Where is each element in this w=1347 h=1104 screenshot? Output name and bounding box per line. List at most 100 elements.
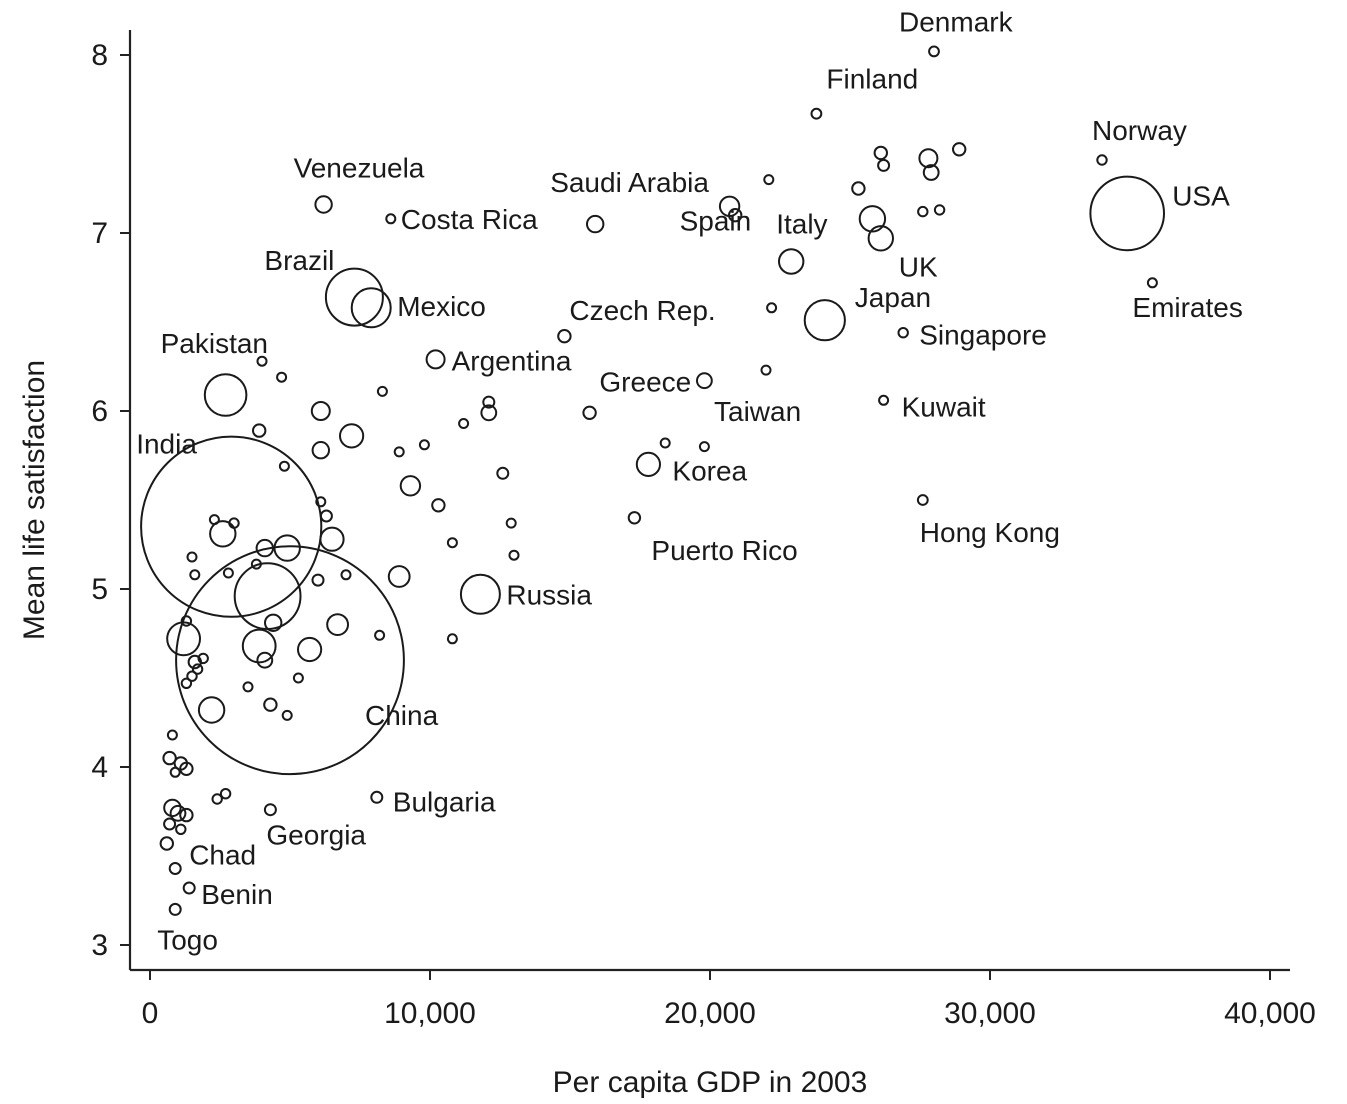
- data-point: [209, 520, 237, 548]
- data-point: [760, 364, 772, 376]
- country-label: Bulgaria: [393, 786, 496, 817]
- data-point: [163, 817, 177, 831]
- data-point: [252, 423, 267, 438]
- data-point: [810, 107, 823, 120]
- y-tick-label: 5: [91, 573, 108, 606]
- data-point: [159, 836, 175, 851]
- data-point: [374, 629, 386, 641]
- country-label: Singapore: [919, 320, 1047, 351]
- x-tick-label: 40,000: [1224, 997, 1316, 1030]
- data-point: [263, 697, 278, 712]
- data-point: [459, 573, 501, 615]
- data-point: [878, 394, 890, 406]
- data-point: [370, 790, 384, 804]
- data-point: [446, 537, 458, 549]
- data-point: [496, 466, 510, 480]
- data-point: [315, 496, 327, 508]
- data-point: [508, 549, 520, 561]
- data-point: [186, 670, 198, 682]
- data-point: [1146, 277, 1158, 289]
- country-label: Norway: [1092, 115, 1187, 146]
- data-point: [897, 327, 909, 339]
- country-label: Czech Rep.: [569, 295, 715, 326]
- country-label: Venezuela: [294, 153, 425, 184]
- data-point: [326, 613, 350, 636]
- country-label: Argentina: [452, 345, 572, 376]
- data-point: [627, 511, 642, 525]
- data-point: [928, 45, 940, 58]
- data-point: [766, 302, 778, 314]
- country-label: Georgia: [266, 820, 366, 851]
- data-point: [211, 793, 223, 805]
- data-point: [168, 902, 182, 916]
- data-point: [635, 451, 662, 477]
- data-point: [873, 145, 888, 161]
- data-point: [319, 509, 333, 523]
- data-point: [319, 526, 345, 552]
- data-point: [175, 545, 405, 776]
- country-label: Denmark: [899, 6, 1014, 37]
- data-point: [297, 636, 323, 663]
- data-point: [918, 148, 939, 169]
- data-point: [186, 551, 198, 563]
- point-labels: Denmark Finland Norway USA Emirates Venezuela…: [136, 6, 1243, 955]
- data-point: [425, 349, 446, 370]
- data-point: [659, 437, 671, 449]
- data-point: [952, 142, 967, 157]
- y-tick-label: 4: [91, 751, 108, 784]
- data-point: [387, 565, 411, 588]
- x-tick-label: 10,000: [384, 997, 476, 1030]
- data-point: [256, 355, 268, 367]
- data-point: [376, 385, 388, 397]
- x-tick-label: 0: [142, 997, 159, 1030]
- data-point: [189, 569, 201, 581]
- data-point: [505, 517, 517, 529]
- country-label: Finland: [826, 64, 918, 95]
- data-point: [278, 460, 290, 472]
- country-label: Kuwait: [902, 391, 986, 422]
- country-label: Chad: [189, 840, 256, 871]
- data-point: [163, 798, 182, 818]
- data-point: [255, 538, 274, 558]
- data-point: [191, 663, 204, 675]
- data-point: [480, 404, 498, 422]
- data-point: [175, 823, 187, 835]
- data-point: [418, 439, 430, 451]
- country-label: Greece: [599, 367, 691, 398]
- country-label: Russia: [506, 579, 592, 610]
- country-label: Togo: [157, 924, 218, 955]
- y-tick-label: 8: [91, 39, 108, 72]
- x-tick-label: 20,000: [664, 997, 756, 1030]
- data-point: [393, 446, 405, 458]
- data-point: [314, 195, 333, 214]
- x-axis-title: Per capita GDP in 2003: [553, 1066, 868, 1099]
- country-label: India: [136, 429, 197, 460]
- data-point: [311, 441, 330, 460]
- data-point: [273, 534, 301, 562]
- y-axis-title: Mean life satisfaction: [18, 360, 51, 640]
- data-point: [263, 803, 277, 817]
- country-label: Puerto Rico: [651, 535, 797, 566]
- country-label: Spain: [680, 205, 752, 236]
- country-label: Benin: [201, 879, 273, 910]
- country-label: Brazil: [264, 245, 334, 276]
- data-point: [858, 205, 887, 233]
- data-point: [241, 628, 277, 664]
- country-label: USA: [1172, 180, 1230, 211]
- y-tick-label: 6: [91, 395, 108, 428]
- data-point: [197, 696, 226, 724]
- data-points: [140, 45, 1165, 916]
- data-point: [169, 804, 187, 822]
- country-label: Taiwan: [714, 396, 801, 427]
- data-point: [169, 766, 181, 778]
- data-point: [166, 729, 178, 741]
- data-point: [168, 862, 182, 875]
- country-label: UK: [899, 251, 938, 282]
- data-point: [180, 615, 193, 627]
- data-point: [917, 205, 929, 218]
- data-point: [197, 652, 209, 665]
- country-label: Korea: [672, 455, 747, 486]
- data-point: [877, 158, 891, 172]
- data-point: [310, 401, 331, 421]
- data-point: [482, 395, 496, 409]
